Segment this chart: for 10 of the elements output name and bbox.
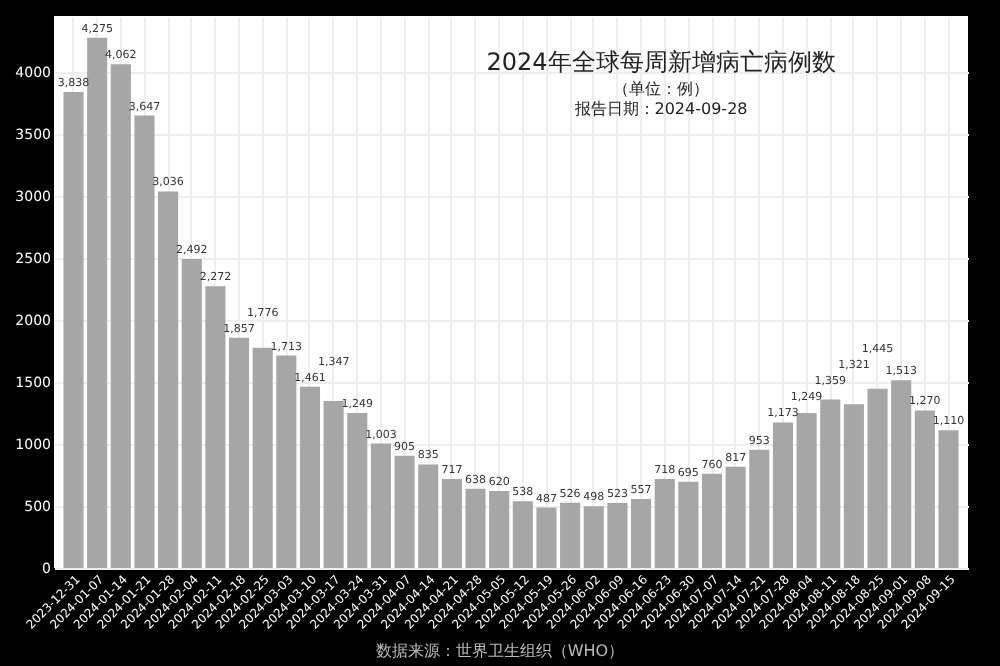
- bar: [772, 422, 793, 568]
- bar: [229, 337, 250, 568]
- source-note: 数据来源：世界卫生组织（WHO）: [373, 642, 627, 662]
- annotation: 报告日期：2024-09-28: [572, 100, 748, 118]
- bar: [701, 473, 723, 568]
- text: 2024年全球每周新增病亡病例数: [486, 48, 836, 76]
- bar: [370, 443, 391, 568]
- text: （单位：例）: [613, 80, 709, 98]
- bar: [299, 386, 321, 568]
- bar: [631, 498, 652, 568]
